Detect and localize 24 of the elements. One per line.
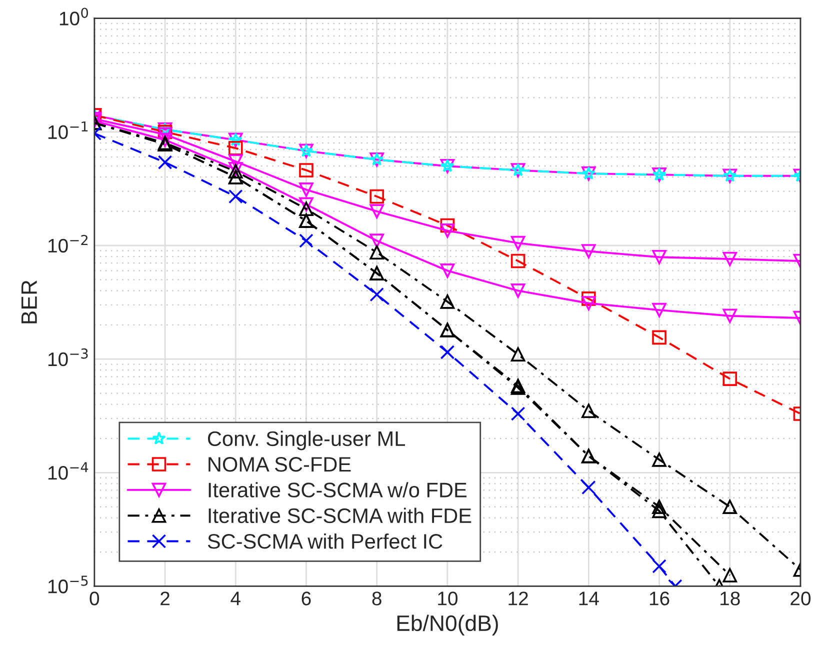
legend-label: Conv. Single-user ML: [208, 430, 406, 450]
x-tick-label: 12: [508, 592, 528, 606]
x-tick-label: 0: [90, 592, 100, 606]
x-tick-label: 8: [372, 592, 382, 606]
x-tick-label: 6: [302, 592, 311, 606]
legend-label: SC-SCMA with Perfect IC: [208, 533, 442, 549]
x-tick-label: 18: [720, 592, 740, 606]
y-tick-label: 10$^{−5}$: [48, 576, 88, 594]
legend-label: Iterative SC-SCMA w/o FDE: [208, 482, 466, 498]
x-axis-title: Eb/N0(dB): [397, 614, 498, 636]
y-tick-label: 10$^{−2}$: [48, 234, 88, 253]
x-tick-label: 10: [438, 592, 458, 606]
legend-label: Iterative SC-SCMA with FDE: [208, 508, 472, 524]
y-tick-label: 10$^{−4}$: [48, 462, 88, 480]
y-axis-title: BER: [22, 280, 37, 324]
y-tick-label: 10$^{−1}$: [48, 121, 88, 140]
x-tick-label: 14: [579, 592, 599, 606]
x-tick-label: 2: [160, 592, 170, 606]
x-tick-label: 20: [790, 592, 811, 606]
legend-label: NOMA SC-FDE: [208, 457, 351, 472]
y-tick-label: 10$^{0}$: [60, 8, 88, 26]
x-tick-label: 4: [230, 592, 240, 606]
y-tick-label: 10$^{−3}$: [48, 348, 88, 366]
x-tick-label: 16: [650, 592, 670, 606]
